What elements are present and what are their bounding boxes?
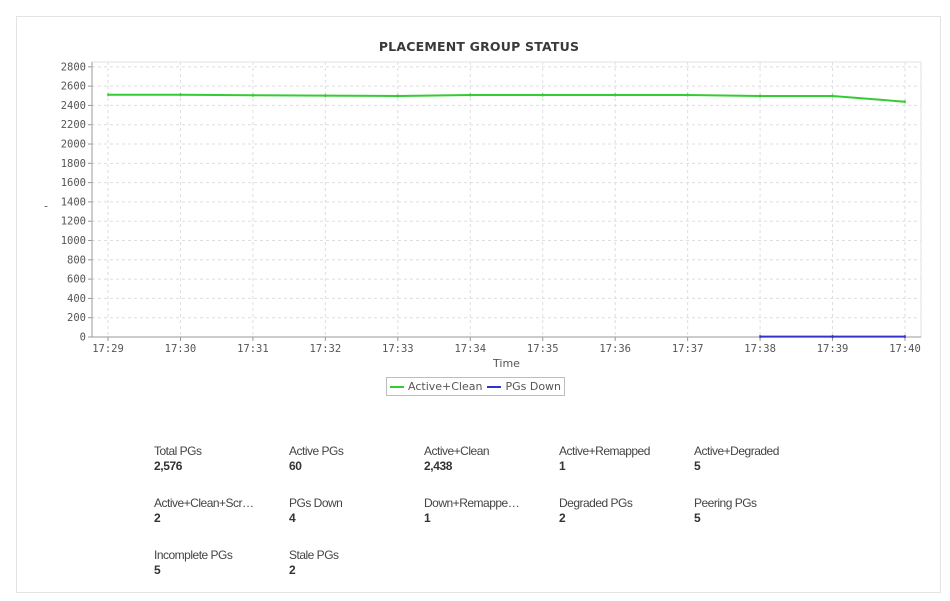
y-tick-label: 600 [67,274,86,286]
y-tick-label: 2400 [61,100,86,112]
y-axis-title: - [44,200,48,213]
y-tick-label: 2200 [61,119,86,131]
x-tick-label: 17:36 [599,343,631,355]
x-tick-label: 17:34 [454,343,486,355]
x-tick-label: 17:31 [237,343,269,355]
y-tick-label: 1000 [61,235,86,247]
legend-label-active-clean: Active+Clean [408,380,483,393]
y-tick-label: 1800 [61,158,86,170]
y-tick-label: 800 [67,254,86,266]
series-line-active-clean [108,93,906,103]
x-tick-label: 17:39 [817,343,849,355]
x-tick-label: 17:35 [527,343,559,355]
x-tick-label: 17:38 [744,343,776,355]
legend-label-pgs-down: PGs Down [505,380,562,393]
y-tick-label: 2800 [61,61,86,73]
y-tick-label: 2600 [61,81,86,93]
legend-swatch-pgs-down [487,385,502,388]
chart-legend: Active+Clean PGs Down [386,377,566,396]
y-tick-label: 1400 [61,196,86,208]
y-tick-label: 1600 [61,177,86,189]
chart-grid [92,62,921,337]
plot-area-frame [91,61,922,338]
x-axis-title: Time [492,357,520,370]
chart-series [107,93,906,339]
pg-status-panel [16,16,941,593]
chart-axes: 0 200 400 600 800 1000 1200 1400 1600 1800 2000 220… [61,61,921,355]
y-tick-label: 1200 [61,216,86,228]
y-tick-label: 400 [67,293,86,305]
y-tick-label: 200 [67,312,86,324]
legend-item-pgs-down[interactable]: PGs Down [487,380,561,393]
x-tick-label: 17:40 [889,343,921,355]
x-tick-label: 17:32 [310,343,342,355]
x-tick-label: 17:29 [92,343,124,355]
x-tick-label: 17:37 [672,343,704,355]
y-tick-label: 2000 [61,139,86,151]
y-tick-label: 0 [80,332,86,344]
legend-swatch-active-clean [390,385,404,388]
x-tick-label: 17:33 [382,343,414,355]
legend-item-active-clean[interactable]: Active+Clean [390,380,482,393]
chart-title: PLACEMENT GROUP STATUS [378,39,580,54]
x-tick-label: 17:30 [165,343,197,355]
